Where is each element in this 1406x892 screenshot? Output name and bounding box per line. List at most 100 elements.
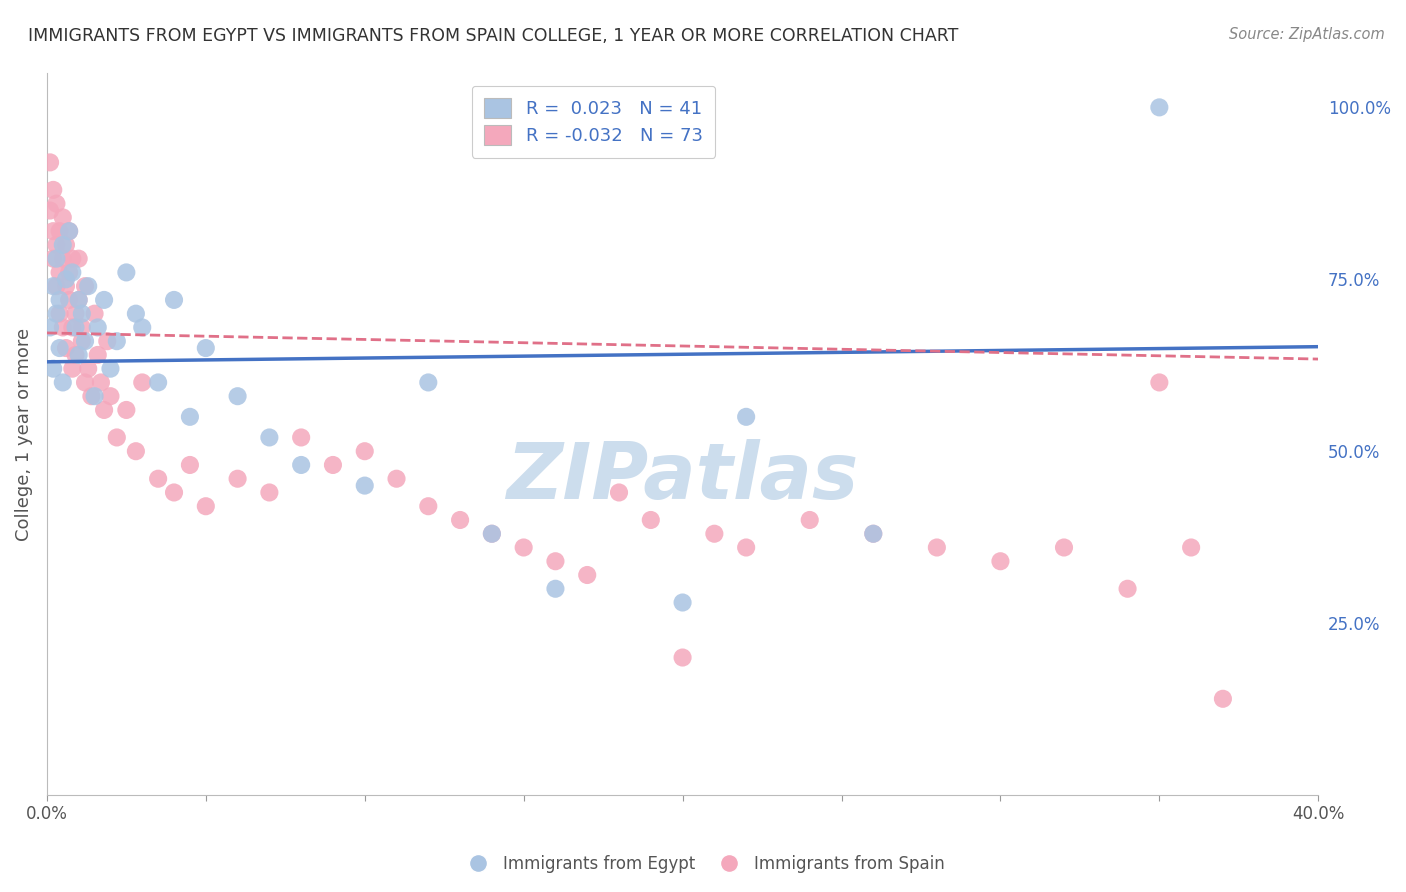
Text: IMMIGRANTS FROM EGYPT VS IMMIGRANTS FROM SPAIN COLLEGE, 1 YEAR OR MORE CORRELATI: IMMIGRANTS FROM EGYPT VS IMMIGRANTS FROM…	[28, 27, 959, 45]
Point	[58, 224, 80, 238]
Point	[671, 595, 693, 609]
Point	[146, 472, 169, 486]
Point	[60, 361, 83, 376]
Point	[80, 389, 103, 403]
Point	[67, 293, 90, 307]
Point	[90, 376, 112, 390]
Point	[105, 430, 128, 444]
Point	[65, 307, 87, 321]
Point	[640, 513, 662, 527]
Point	[42, 183, 65, 197]
Point	[87, 320, 110, 334]
Point	[55, 272, 77, 286]
Point	[1149, 100, 1171, 114]
Legend: R =  0.023   N = 41, R = -0.032   N = 73: R = 0.023 N = 41, R = -0.032 N = 73	[471, 86, 716, 158]
Point	[862, 526, 884, 541]
Point	[131, 320, 153, 334]
Point	[83, 307, 105, 321]
Point	[39, 320, 62, 334]
Point	[83, 389, 105, 403]
Point	[226, 472, 249, 486]
Point	[1053, 541, 1076, 555]
Point	[48, 293, 70, 307]
Point	[48, 265, 70, 279]
Point	[73, 279, 96, 293]
Point	[52, 238, 75, 252]
Point	[1116, 582, 1139, 596]
Point	[58, 224, 80, 238]
Point	[52, 252, 75, 266]
Point	[42, 279, 65, 293]
Point	[481, 526, 503, 541]
Point	[48, 307, 70, 321]
Point	[73, 376, 96, 390]
Point	[799, 513, 821, 527]
Point	[45, 307, 67, 321]
Point	[45, 238, 67, 252]
Point	[96, 334, 118, 348]
Point	[125, 444, 148, 458]
Point	[93, 403, 115, 417]
Point	[60, 320, 83, 334]
Point	[115, 403, 138, 417]
Point	[179, 409, 201, 424]
Point	[259, 485, 281, 500]
Point	[353, 444, 375, 458]
Point	[67, 348, 90, 362]
Point	[42, 224, 65, 238]
Point	[55, 341, 77, 355]
Point	[512, 541, 534, 555]
Point	[100, 389, 122, 403]
Point	[93, 293, 115, 307]
Point	[607, 485, 630, 500]
Point	[42, 361, 65, 376]
Point	[52, 211, 75, 225]
Point	[418, 500, 440, 514]
Point	[39, 203, 62, 218]
Point	[87, 348, 110, 362]
Point	[544, 554, 567, 568]
Point	[60, 252, 83, 266]
Point	[353, 478, 375, 492]
Point	[1149, 376, 1171, 390]
Point	[42, 252, 65, 266]
Point	[146, 376, 169, 390]
Point	[735, 541, 758, 555]
Point	[259, 430, 281, 444]
Point	[100, 361, 122, 376]
Point	[194, 500, 217, 514]
Point	[925, 541, 948, 555]
Point	[58, 265, 80, 279]
Point	[55, 279, 77, 293]
Point	[449, 513, 471, 527]
Point	[576, 568, 599, 582]
Text: ZIPatlas: ZIPatlas	[506, 440, 859, 516]
Point	[45, 196, 67, 211]
Point	[77, 279, 100, 293]
Point	[385, 472, 408, 486]
Point	[163, 293, 186, 307]
Point	[48, 341, 70, 355]
Point	[1212, 691, 1234, 706]
Point	[131, 376, 153, 390]
Point	[39, 155, 62, 169]
Point	[52, 320, 75, 334]
Point	[544, 582, 567, 596]
Point	[226, 389, 249, 403]
Point	[125, 307, 148, 321]
Point	[77, 361, 100, 376]
Point	[418, 376, 440, 390]
Point	[48, 224, 70, 238]
Point	[105, 334, 128, 348]
Point	[862, 526, 884, 541]
Point	[70, 334, 93, 348]
Point	[290, 458, 312, 472]
Point	[55, 238, 77, 252]
Point	[163, 485, 186, 500]
Point	[65, 320, 87, 334]
Point	[179, 458, 201, 472]
Y-axis label: College, 1 year or more: College, 1 year or more	[15, 327, 32, 541]
Point	[67, 293, 90, 307]
Point	[290, 430, 312, 444]
Point	[1180, 541, 1202, 555]
